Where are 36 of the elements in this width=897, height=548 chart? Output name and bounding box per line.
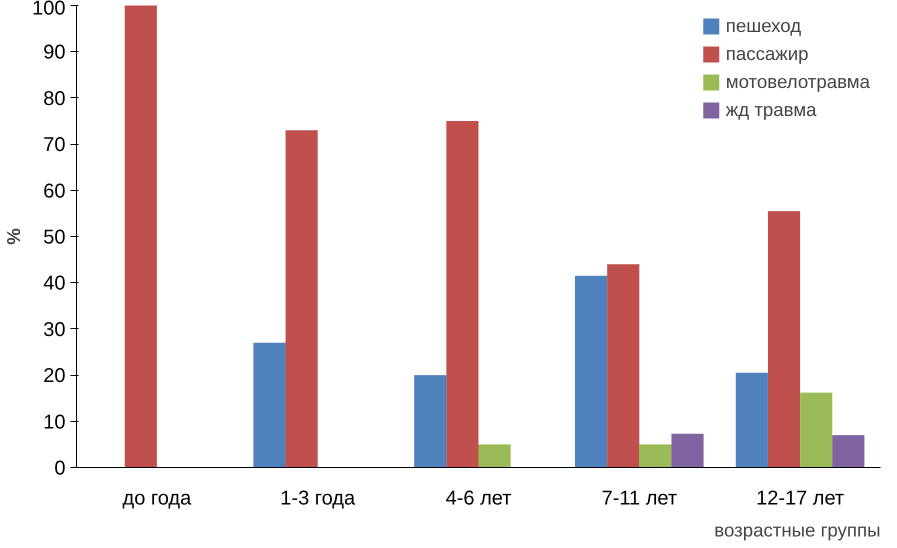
bar: [446, 121, 478, 468]
bar: [574, 276, 608, 468]
bar: [414, 375, 446, 468]
bar: [832, 435, 864, 468]
bar: [671, 434, 704, 468]
y-tick-label: 50: [43, 226, 66, 248]
legend-label: мотовелотравма: [726, 71, 870, 93]
y-tick-label: 40: [43, 272, 66, 295]
legend-label: пассажир: [726, 43, 809, 65]
x-tick-label: 4-6 лет: [446, 488, 512, 510]
y-axis-title: %: [3, 228, 24, 245]
legend-label: пешеход: [726, 15, 802, 37]
x-tick-label: 12-17 лет: [756, 488, 844, 510]
y-tick-label: 80: [43, 88, 66, 110]
x-tick-label: 7-11 лет: [602, 488, 677, 510]
x-axis-title: возрастные группы: [714, 520, 881, 540]
bar: [478, 444, 511, 468]
bar: [639, 444, 672, 468]
y-tick-label: 10: [43, 411, 66, 434]
bar: [800, 392, 832, 468]
y-tick-label: 20: [43, 365, 66, 388]
bar: [607, 264, 640, 468]
bar: [736, 372, 768, 468]
bar: [124, 6, 157, 468]
x-tick-label: до года: [122, 488, 192, 510]
bar: [286, 130, 318, 468]
y-tick-label: 100: [32, 0, 66, 20]
legend-label: жд травма: [726, 99, 817, 121]
y-tick-label: 0: [54, 458, 66, 480]
x-tick-label: 1-3 года: [280, 488, 356, 510]
y-tick-label: 70: [43, 134, 66, 156]
y-tick-label: 60: [43, 180, 66, 202]
y-tick-label: 30: [43, 318, 66, 341]
y-tick-label: 90: [43, 42, 66, 64]
bar: [768, 211, 800, 468]
bar: [253, 342, 286, 468]
